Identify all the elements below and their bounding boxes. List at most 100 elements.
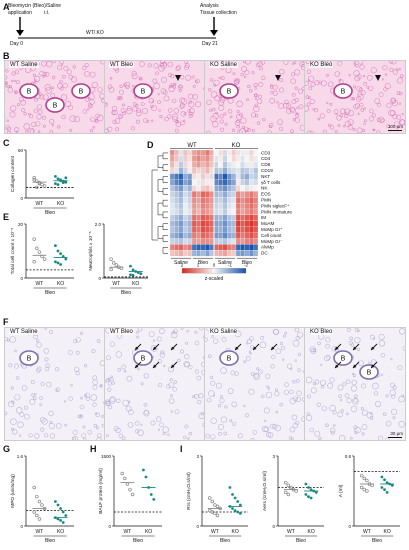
data-point	[238, 503, 242, 507]
tissue-cell	[223, 112, 227, 116]
heatmap-cell	[200, 202, 206, 210]
tissue-cell	[200, 362, 205, 367]
heatmap-cell	[231, 244, 237, 251]
y-tick-label: 0	[108, 524, 111, 529]
dendrogram-branch	[162, 223, 168, 230]
data-point	[54, 182, 57, 185]
tissue-cell	[240, 117, 247, 124]
tissue-cell	[318, 436, 322, 440]
tissue-cell	[48, 410, 54, 417]
tissue-cell	[299, 124, 305, 131]
tissue-cell	[31, 121, 37, 128]
timeline-day21: Day 21	[202, 41, 218, 47]
data-point	[207, 496, 212, 500]
tissue-cell	[378, 340, 386, 347]
tissue-cell	[286, 103, 292, 109]
tissue-cell	[213, 83, 217, 87]
tissue-cell	[39, 416, 46, 423]
tissue-cell	[201, 370, 205, 375]
tissue-cell	[29, 129, 35, 133]
data-point	[32, 485, 36, 490]
tissue-cell	[296, 106, 299, 109]
tissue-cell	[90, 394, 98, 401]
tissue-cell	[225, 67, 232, 74]
heatmap-row-label: NKT	[261, 174, 270, 179]
tissue-cell	[235, 78, 239, 83]
data-point	[129, 264, 132, 268]
heatmap-group-label: WT	[187, 143, 197, 149]
tissue-cell	[236, 113, 243, 121]
tissue-cell	[219, 398, 225, 404]
tissue-cell	[97, 433, 102, 438]
tissue-cell	[258, 81, 264, 87]
arrow-icon	[375, 75, 381, 81]
tissue-cell	[296, 390, 302, 396]
tissue-cell	[32, 73, 36, 77]
arrow-icon	[335, 364, 339, 368]
tissue-cell	[83, 363, 88, 368]
data-point	[359, 473, 364, 478]
tissue-cell	[268, 124, 272, 129]
tissue-cell	[320, 80, 327, 87]
heatmap-cell	[191, 167, 197, 174]
tissue-cell	[272, 90, 278, 96]
tissue-cell	[289, 397, 297, 405]
heatmap-cell	[191, 185, 197, 192]
heatmap-cell	[174, 173, 179, 180]
tissue-cell	[381, 78, 385, 81]
tissue-cell	[361, 90, 366, 95]
tissue-cell	[284, 331, 287, 335]
tissue-cell	[256, 121, 261, 125]
heatmap-cell	[191, 173, 197, 180]
heatmap-cell	[183, 250, 188, 257]
heatmap-cell	[213, 161, 219, 168]
tissue-cell	[6, 126, 11, 131]
heatmap-cell	[244, 250, 250, 257]
heatmap-cell	[209, 191, 215, 198]
tissue-cell	[307, 130, 312, 133]
tissue-cell	[290, 129, 294, 133]
tissue-cell	[9, 336, 16, 343]
data-point	[149, 493, 153, 496]
heatmap-cell	[218, 244, 223, 251]
heatmap-cell	[249, 202, 254, 210]
heatmap-cell	[178, 173, 184, 180]
tissue-cell	[345, 412, 349, 416]
heatmap-cell	[169, 238, 175, 245]
tissue-cell	[386, 124, 391, 129]
tissue-cell	[346, 328, 351, 332]
tissue-cell	[135, 110, 142, 117]
heatmap-cell	[169, 250, 175, 257]
tissue-cell	[155, 71, 159, 76]
tissue-cell	[36, 368, 41, 373]
tissue-cell	[327, 81, 334, 88]
heatmap-cell	[253, 149, 259, 157]
tissue-cell	[105, 102, 107, 106]
tissue-cell	[179, 97, 186, 104]
tissue-cell	[175, 128, 179, 133]
tissue-texture: B	[305, 61, 405, 133]
tissue-cell	[376, 130, 381, 133]
tissue-cell	[128, 409, 134, 415]
tissue-cell	[246, 98, 249, 101]
heatmap-cell	[187, 244, 193, 251]
heatmap-row-label: CD8	[261, 162, 271, 167]
tissue-cell	[275, 348, 282, 355]
tissue-cell	[51, 124, 54, 127]
tissue-cell	[397, 77, 404, 84]
tissue-cell	[183, 112, 187, 116]
tissue-cell	[105, 102, 108, 107]
tissue-cell	[19, 434, 22, 437]
y-tick-label: 0	[98, 276, 101, 281]
tissue-cell	[218, 99, 224, 106]
tissue-cell	[380, 118, 385, 123]
tissue-cell	[308, 86, 313, 91]
data-point	[64, 257, 68, 261]
heatmap-cell	[196, 220, 201, 227]
heatmap-cell	[253, 208, 259, 216]
tissue-cell	[160, 61, 165, 65]
tissue-cell	[91, 348, 96, 353]
tissue-cell	[72, 436, 78, 440]
tissue-cell	[272, 328, 279, 335]
